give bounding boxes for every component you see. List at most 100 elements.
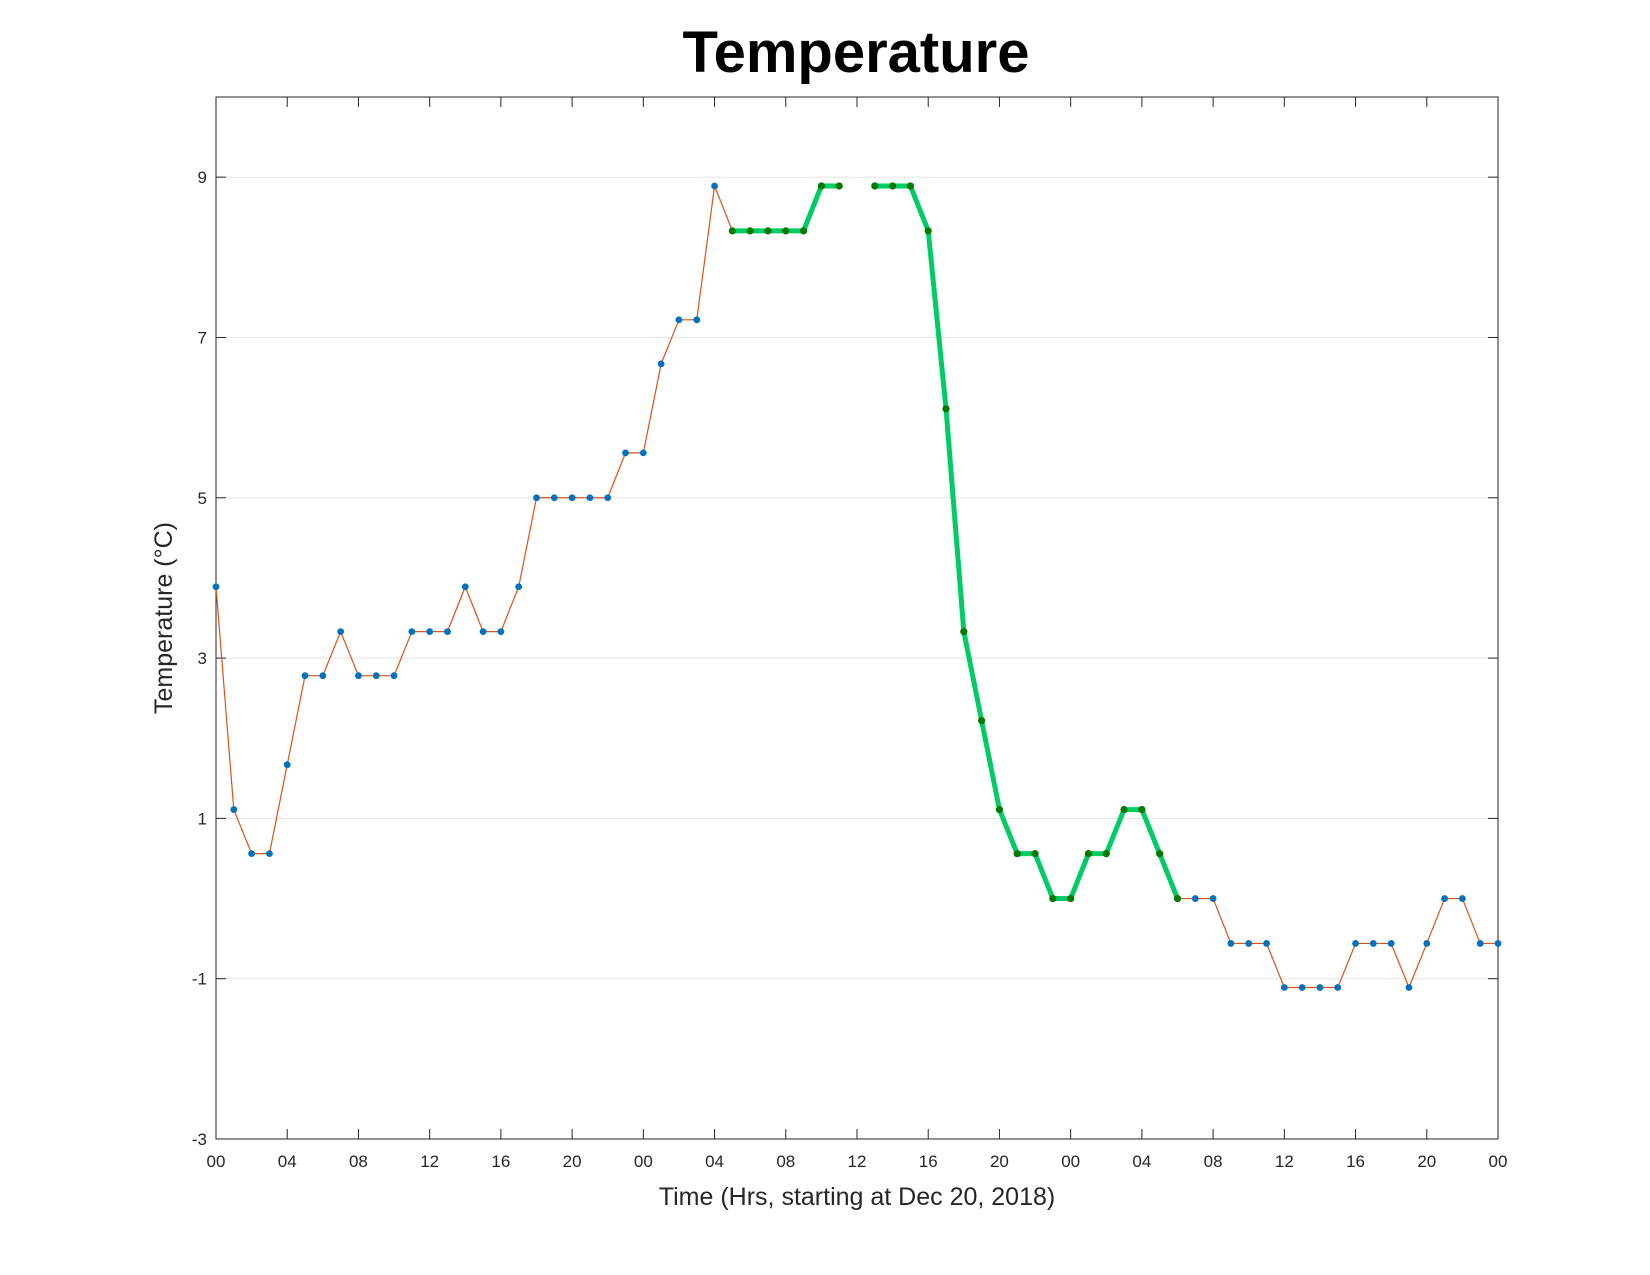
temperature-series-point — [212, 583, 220, 591]
x-tick-label: 12 — [420, 1152, 439, 1171]
highlight-series-point — [746, 227, 754, 235]
temperature-series-point — [604, 494, 612, 502]
x-tick-label: 16 — [491, 1152, 510, 1171]
x-tick-label: 00 — [1489, 1152, 1508, 1171]
temperature-series-point — [1280, 984, 1288, 991]
x-tick-label: 08 — [1204, 1152, 1223, 1171]
temperature-series-point — [497, 628, 505, 636]
highlight-series-point — [871, 182, 879, 190]
temperature-series-point — [533, 494, 540, 502]
highlight-series-point — [1013, 850, 1021, 858]
x-tick-label: 08 — [776, 1152, 795, 1171]
highlight-series-point — [1120, 805, 1128, 814]
y-tick-label: 5 — [198, 489, 207, 508]
grid-lines — [216, 176, 1498, 980]
y-tick-label: 7 — [198, 328, 207, 347]
x-tick-label: 04 — [1132, 1152, 1151, 1171]
temperature-series-point — [1352, 940, 1359, 947]
x-tick-label: 20 — [990, 1152, 1009, 1171]
temperature-series-point — [622, 449, 629, 457]
temperature-series-point — [1209, 895, 1217, 902]
highlight-series-point — [799, 227, 808, 235]
highlight-series-point — [960, 628, 968, 636]
highlight-series-point — [889, 182, 897, 190]
temperature-series-point — [390, 672, 398, 680]
temperature-series-point — [479, 628, 487, 636]
temperature-series-point — [1263, 940, 1270, 947]
x-tick-label: 12 — [848, 1152, 867, 1171]
temperature-series-point — [711, 182, 718, 190]
temperature-series-point — [444, 628, 451, 636]
y-tick-label: -1 — [192, 970, 207, 989]
temperature-series-point — [355, 672, 362, 680]
temperature-series-point — [1387, 940, 1395, 947]
temperature-series-point — [1405, 984, 1413, 991]
temperature-series-point — [1458, 895, 1466, 902]
y-tick-labels: -3 -1 1 3 5 7 9 — [192, 168, 207, 1149]
x-tick-labels: 00 04 08 12 16 20 00 04 08 12 16 20 00 04 08 12 16 20 00 — [207, 1152, 1508, 1171]
temperature-series-point — [657, 360, 665, 368]
highlight-series-point — [728, 227, 736, 235]
temperature-series-point — [1298, 984, 1306, 991]
x-tick-label: 04 — [705, 1152, 724, 1171]
temperature-series-point — [1227, 940, 1235, 947]
temperature-series-point — [550, 494, 558, 502]
temperature-series-point — [1441, 895, 1448, 902]
temperature-series-point — [1245, 940, 1253, 947]
y-axis-label: Temperature (°C) — [150, 522, 178, 714]
highlight-series-point — [1102, 850, 1110, 858]
temperature-series-point — [461, 583, 469, 591]
x-axis-label: Time (Hrs, starting at Dec 20, 2018) — [659, 1183, 1055, 1211]
temperature-series-point — [1476, 940, 1484, 947]
temperature-series-point — [266, 850, 273, 858]
highlight-series-point — [924, 227, 932, 235]
highlight-series-point — [764, 227, 772, 235]
x-tick-label: 12 — [1275, 1152, 1294, 1171]
temperature-series-point — [408, 628, 416, 636]
highlight-series-point — [1067, 894, 1075, 903]
x-tick-label: 04 — [278, 1152, 297, 1171]
highlight-series-point — [1049, 894, 1057, 903]
temperature-series-point — [693, 316, 701, 324]
highlight-series-point — [978, 717, 986, 725]
temperature-series-point — [426, 628, 434, 636]
temperature-series-point — [283, 761, 291, 769]
temperature-series-point — [301, 672, 309, 680]
temperature-series-point — [1494, 940, 1502, 947]
temperature-series-point — [1316, 984, 1324, 991]
x-tick-label: 00 — [207, 1152, 226, 1171]
temperature-series-point — [586, 494, 594, 502]
temperature-series-point — [1191, 895, 1199, 902]
highlight-series-point — [942, 405, 950, 413]
highlight-series-point — [835, 182, 843, 190]
temperature-series-point — [1423, 940, 1431, 947]
chart-title: Temperature — [682, 20, 1029, 85]
x-tick-label: 16 — [1346, 1152, 1365, 1171]
temperature-series-point — [515, 583, 523, 591]
x-tick-label: 16 — [919, 1152, 938, 1171]
highlight-series-point — [1156, 850, 1164, 858]
x-tick-label: 08 — [349, 1152, 368, 1171]
y-tick-label: 1 — [198, 809, 207, 828]
y-tick-label: 9 — [198, 168, 207, 187]
y-tick-label: -3 — [192, 1130, 207, 1149]
highlight-series-point — [906, 182, 915, 190]
highlight-series-point — [995, 805, 1004, 814]
highlight-series-point — [1173, 894, 1182, 903]
highlight-series-point — [1031, 850, 1039, 858]
temperature-series-point — [568, 494, 576, 502]
highlight-series-point — [817, 182, 825, 190]
data-series — [212, 182, 1502, 991]
x-tick-label: 20 — [1417, 1152, 1436, 1171]
temperature-series-point — [319, 672, 327, 680]
temperature-series-point — [230, 806, 238, 813]
temperature-series-point — [248, 850, 256, 858]
highlight-series-point — [1084, 850, 1093, 858]
highlight-series-point — [782, 227, 790, 235]
temperature-series-point — [337, 628, 345, 636]
x-tick-label: 20 — [563, 1152, 582, 1171]
axis-ticks — [215, 97, 1499, 1140]
temperature-series-point — [1369, 940, 1377, 947]
